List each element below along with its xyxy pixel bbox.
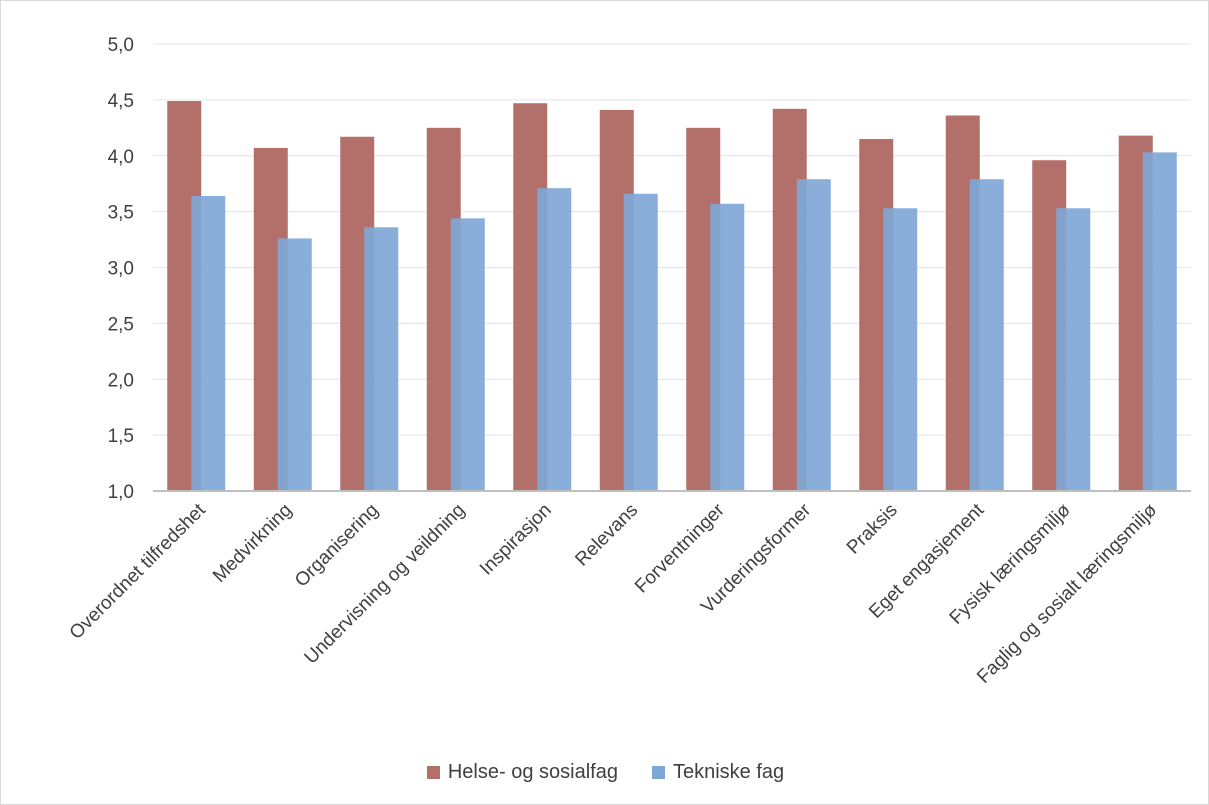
x-tick-label: Inspirasjon [476, 500, 556, 580]
x-tick-label: Forventninger [631, 499, 729, 597]
bar-tekniske-8 [883, 208, 918, 491]
x-tick-label: Organisering [291, 500, 383, 592]
legend: Helse- og sosialfag Tekniske fag [1, 761, 1209, 784]
x-tick-label: Faglig og sosialt læringsmiljø [973, 499, 1161, 687]
y-axis-ticks: 1,0 1,5 2,0 2,5 3,0 3,5 4,0 4,5 5,0 [108, 35, 134, 503]
y-tick-label: 1,0 [108, 482, 134, 503]
bar-tekniske-10 [1056, 208, 1091, 491]
y-tick-label: 3,0 [108, 259, 134, 280]
bar-tekniske-3 [450, 218, 485, 491]
bar-tekniske-9 [969, 179, 1004, 491]
legend-swatch [651, 766, 665, 779]
legend-label: Helse- og sosialfag [447, 761, 618, 783]
y-tick-label: 2,0 [108, 370, 134, 391]
legend-label: Tekniske fag [672, 761, 785, 783]
y-tick-label: 5,0 [108, 35, 134, 56]
x-tick-label: Relevans [571, 500, 642, 571]
bar-tekniske-7 [796, 179, 831, 491]
x-tick-label: Overordnet tilfredshet [66, 499, 211, 644]
legend-item-series-1: Tekniske fag [651, 761, 785, 784]
bar-tekniske-2 [364, 227, 399, 491]
bar-tekniske-5 [623, 193, 658, 491]
y-tick-label: 1,5 [108, 426, 134, 447]
x-axis-labels: Overordnet tilfredshet MedvirkningOrganis… [66, 499, 1162, 688]
legend-swatch [426, 766, 440, 779]
bar-tekniske-11 [1142, 152, 1177, 491]
y-tick-label: 4,5 [108, 91, 134, 112]
x-tick-label: Praksis [843, 500, 902, 559]
legend-item-series-0: Helse- og sosialfag [426, 761, 618, 784]
y-tick-label: 2,5 [108, 314, 134, 335]
bar-chart: 1,0 1,5 2,0 2,5 3,0 3,5 4,0 4,5 5,0 Overordnet t… [66, 35, 1191, 688]
bars [167, 100, 1177, 492]
gridlines [153, 43, 1191, 436]
bar-tekniske-1 [277, 238, 312, 491]
bar-tekniske-0 [191, 195, 226, 492]
y-tick-label: 4,0 [108, 147, 134, 168]
bar-tekniske-6 [710, 203, 745, 492]
x-tick-label: Undervisning og veildning [301, 500, 470, 669]
y-tick-label: 3,5 [108, 203, 134, 224]
bar-tekniske-4 [537, 188, 572, 491]
x-tick-label: Medvirkning [209, 500, 296, 587]
